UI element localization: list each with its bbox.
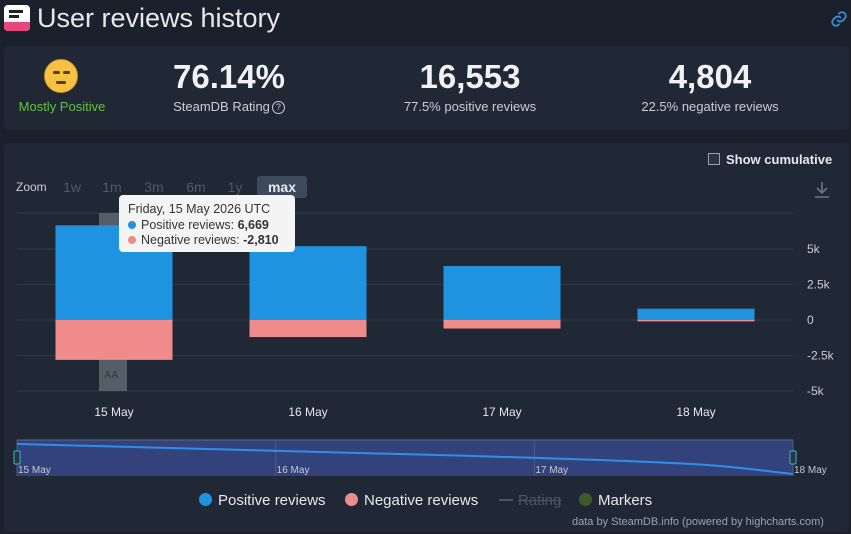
navigator-handle-right[interactable] [789,450,797,465]
legend-negative-label: Negative reviews [364,492,479,509]
chart-tooltip: Friday, 15 May 2026 UTC Positive reviews… [119,195,295,252]
negative-bar [637,320,755,322]
legend-negative[interactable]: Negative reviews [345,492,478,509]
zoom-3m-button[interactable]: 3m [144,179,164,195]
legend-markers-label: Markers [598,492,653,509]
zoom-1w-button[interactable]: 1w [63,179,81,195]
tooltip-date: Friday, 15 May 2026 UTC [128,202,271,216]
rating-label: SteamDB Rating [173,99,270,114]
tooltip-positive-value: 6,669 [237,218,269,232]
chart-credit: data by SteamDB.info (powered by highcha… [572,516,824,528]
link-icon[interactable] [830,10,848,28]
y-tick-label: 2.5k [807,278,831,292]
rating-legend-icon [499,499,513,501]
show-cumulative-label: Show cumulative [726,152,833,167]
checkbox[interactable] [708,153,720,165]
navigator-label: 18 May [794,465,827,476]
negative-dot-icon [128,236,136,244]
negative-stat: 4,804 22.5% negative reviews [620,58,800,114]
markers-legend-icon [579,493,592,506]
negative-percent-label: 22.5% negative reviews [641,99,779,114]
positive-bar [249,246,367,320]
legend-positive[interactable]: Positive reviews [199,492,326,509]
positive-bar [637,308,755,320]
aa-marker: AA [104,370,118,381]
negative-bar [443,320,561,329]
positive-stat: 16,553 77.5% positive reviews [380,58,560,114]
zoom-6m-button[interactable]: 6m [186,179,206,195]
header: User reviews history [0,0,851,40]
navigator-label: 15 May [18,465,51,476]
rating-value: 76.14% [173,58,285,95]
y-tick-label: -2.5k [807,349,835,363]
x-tick-label: 16 May [288,405,327,419]
legend-rating[interactable]: Rating [499,492,561,509]
rating-stat: 76.14% SteamDB Rating? [154,58,304,114]
zoom-1m-button[interactable]: 1m [102,179,122,195]
navigator-mask[interactable] [17,440,793,476]
y-tick-label: 0 [807,313,814,327]
x-tick-label: 18 May [676,405,715,419]
game-icon [4,5,30,31]
negative-bar [55,320,173,360]
tooltip-negative-value: -2,810 [243,233,279,247]
positive-total: 16,553 [419,58,521,95]
x-tick-label: 17 May [482,405,521,419]
rating-emoji-icon [44,59,78,93]
help-icon[interactable]: ? [271,101,285,114]
show-cumulative-toggle[interactable]: Show cumulative [708,152,832,167]
stats-panel: Mostly Positive 76.14% SteamDB Rating? 1… [4,46,849,130]
navigator-label: 17 May [535,465,568,476]
download-icon[interactable] [812,180,832,200]
zoom-max-button[interactable]: max [257,176,307,198]
legend-positive-label: Positive reviews [218,492,326,509]
zoom-label: Zoom [16,180,47,194]
positive-dot-icon [128,221,136,229]
zoom-1y-button[interactable]: 1y [227,179,243,195]
y-tick-label: 5k [807,242,821,256]
verdict-label: Mostly Positive [18,99,106,114]
navigator-series [16,443,794,475]
tooltip-negative-label: Negative reviews: [141,233,244,247]
positive-legend-icon [199,493,212,506]
navigator-handle-left[interactable] [13,450,21,465]
navigator-label: 16 May [277,465,310,476]
y-tick-label: -5k [807,384,825,398]
positive-bar [443,266,561,320]
positive-percent-label: 77.5% positive reviews [403,99,537,114]
page-title: User reviews history [37,3,281,33]
x-tick-label: 15 May [94,405,133,419]
negative-total: 4,804 [668,58,752,95]
tooltip-positive-label: Positive reviews: [141,218,238,232]
legend-markers[interactable]: Markers [579,492,652,509]
legend-rating-label: Rating [518,492,562,509]
negative-bar [249,320,367,338]
negative-legend-icon [345,493,358,506]
